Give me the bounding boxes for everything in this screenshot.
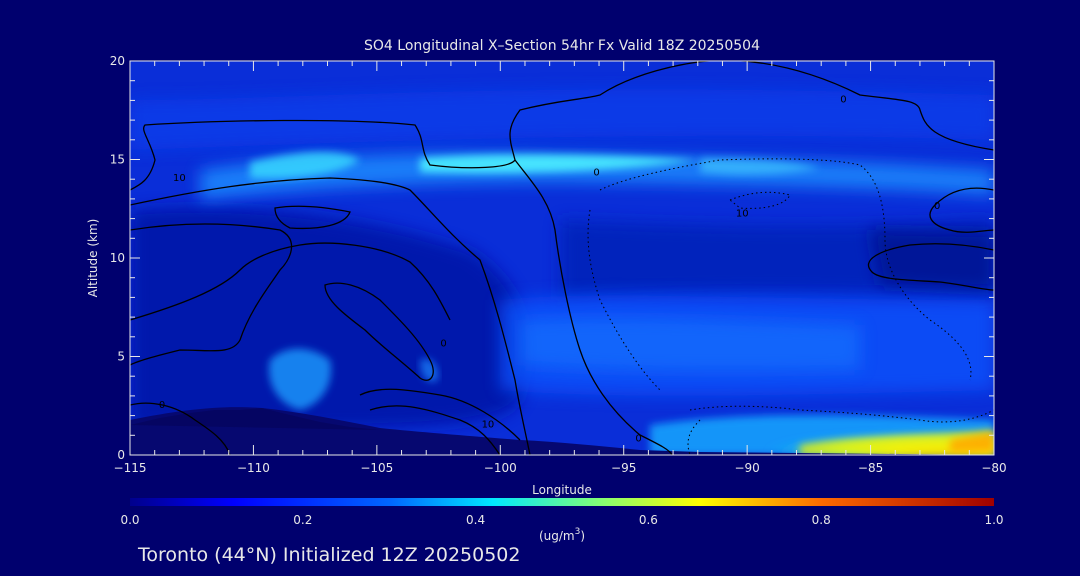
contour-label: 10 [736, 209, 749, 220]
contour-label: 0 [440, 339, 446, 350]
x-tick-label: −110 [237, 461, 270, 475]
x-axis: −115 −110 −105 −100 −95 −90 −85 −80 [114, 61, 1007, 475]
x-tick-label: −90 [734, 461, 759, 475]
contour-label: 0 [593, 167, 599, 178]
y-axis-label: Altitude (km) [86, 219, 100, 298]
contour-labels: 10 0 0 10 0 0 0 10 0 [159, 94, 941, 444]
colorbar: 0.0 0.2 0.4 0.6 0.8 1.0 (ug/m3) [120, 498, 1004, 543]
y-tick-label: 5 [117, 350, 125, 364]
contour-lines [130, 61, 994, 455]
chart-title: SO4 Longitudinal X–Section 54hr Fx Valid… [364, 38, 760, 54]
x-tick-label: −95 [611, 461, 636, 475]
x-axis-label: Longitude [532, 483, 592, 497]
x-tick-label: −80 [981, 461, 1006, 475]
colorbar-tick-label: 0.6 [639, 513, 658, 527]
y-tick-label: 10 [110, 251, 125, 265]
colorbar-gradient [130, 498, 994, 506]
contour-label: 0 [159, 400, 165, 411]
x-tick-label: −85 [858, 461, 883, 475]
x-tick-label: −100 [484, 461, 517, 475]
contour-label: 10 [482, 419, 495, 430]
y-tick-label: 20 [110, 54, 125, 68]
initialization-info: Toronto (44°N) Initialized 12Z 20250502 [137, 544, 521, 566]
colorbar-tick-label: 1.0 [984, 513, 1003, 527]
contour-label: 0 [635, 433, 641, 444]
colorbar-tick-label: 0.0 [120, 513, 139, 527]
colorbar-tick-label: 0.4 [466, 513, 485, 527]
heatmap-field [130, 61, 994, 455]
x-tick-label: −115 [114, 461, 147, 475]
colorbar-tick-label: 0.8 [812, 513, 831, 527]
y-tick-label: 0 [117, 448, 125, 462]
colorbar-tick-label: 0.2 [293, 513, 312, 527]
x-tick-label: −105 [360, 461, 393, 475]
colorbar-unit: (ug/m3) [539, 527, 585, 543]
contour-label: 0 [840, 94, 846, 105]
y-axis: 0 5 10 15 20 [110, 54, 994, 462]
contour-label: 0 [934, 201, 940, 212]
dotted-contours [587, 158, 994, 455]
y-tick-label: 15 [110, 153, 125, 167]
plot-area: 10 0 0 10 0 0 0 10 0 −115 −110 −105 −100 −95 −90 −85 −8… [110, 54, 1007, 475]
contour-label: 10 [173, 173, 186, 184]
colorbar-ticks: 0.0 0.2 0.4 0.6 0.8 1.0 [120, 513, 1003, 527]
